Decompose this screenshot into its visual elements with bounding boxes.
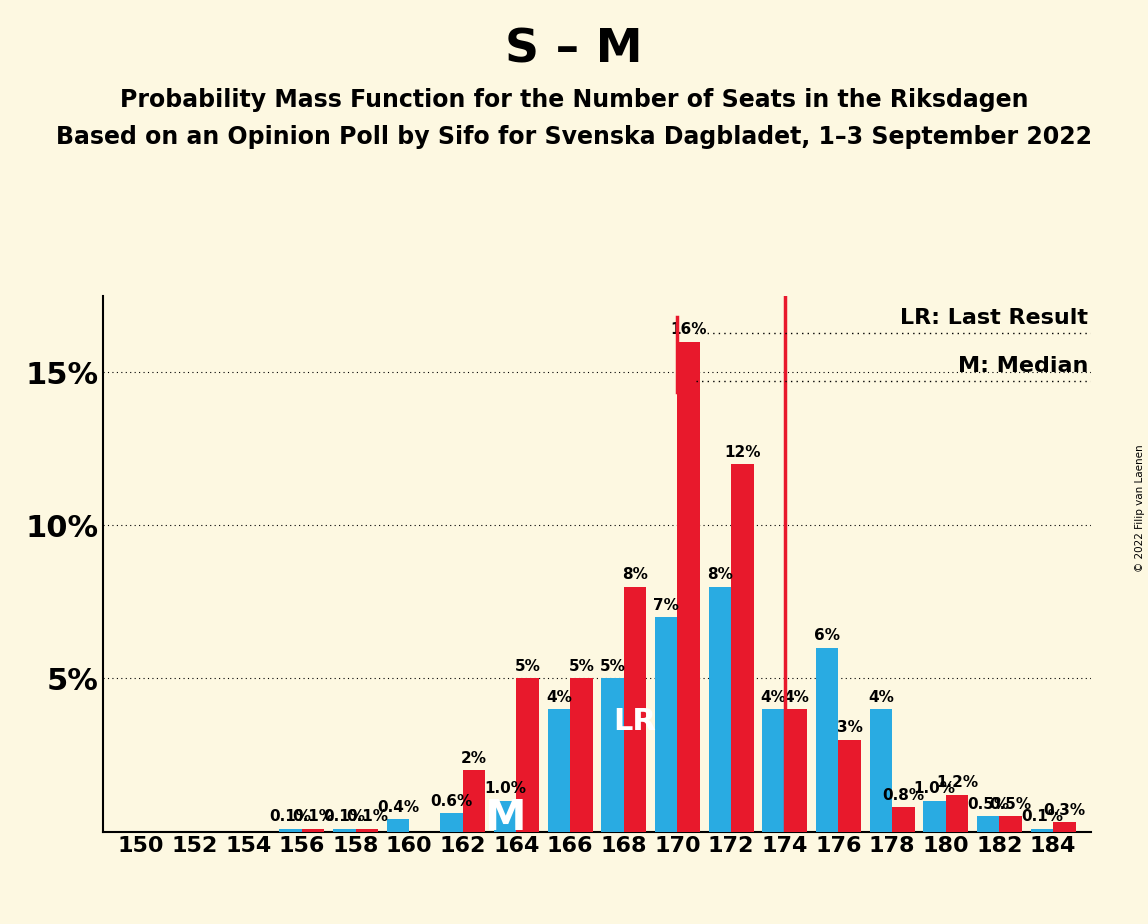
- Text: M: Median: M: Median: [957, 356, 1088, 376]
- Bar: [623, 587, 646, 832]
- Text: 4%: 4%: [868, 689, 894, 704]
- Bar: [387, 820, 409, 832]
- Bar: [946, 795, 968, 832]
- Text: 1.0%: 1.0%: [484, 782, 526, 796]
- Bar: [923, 801, 946, 832]
- Text: Probability Mass Function for the Number of Seats in the Riksdagen: Probability Mass Function for the Number…: [119, 88, 1029, 112]
- Text: 1.2%: 1.2%: [936, 775, 978, 790]
- Bar: [441, 813, 463, 832]
- Bar: [731, 464, 753, 832]
- Text: 7%: 7%: [653, 598, 680, 613]
- Text: 0.1%: 0.1%: [270, 808, 311, 824]
- Text: 0.8%: 0.8%: [883, 787, 924, 803]
- Text: 0.4%: 0.4%: [377, 800, 419, 815]
- Text: 12%: 12%: [724, 444, 761, 459]
- Bar: [302, 829, 325, 832]
- Bar: [708, 587, 731, 832]
- Text: 8%: 8%: [707, 567, 732, 582]
- Bar: [333, 829, 356, 832]
- Text: 5%: 5%: [514, 659, 541, 674]
- Text: 3%: 3%: [837, 720, 862, 736]
- Bar: [785, 709, 807, 832]
- Text: S – M: S – M: [505, 28, 643, 73]
- Text: 4%: 4%: [761, 689, 786, 704]
- Bar: [602, 678, 623, 832]
- Bar: [816, 648, 838, 832]
- Bar: [494, 801, 517, 832]
- Text: Based on an Opinion Poll by Sifo for Svenska Dagbladet, 1–3 September 2022: Based on an Opinion Poll by Sifo for Sve…: [56, 125, 1092, 149]
- Bar: [356, 829, 378, 832]
- Text: 1.0%: 1.0%: [914, 782, 955, 796]
- Text: © 2022 Filip van Laenen: © 2022 Filip van Laenen: [1135, 444, 1145, 572]
- Text: 5%: 5%: [568, 659, 595, 674]
- Text: 0.1%: 0.1%: [1021, 808, 1063, 824]
- Bar: [571, 678, 592, 832]
- Bar: [463, 771, 486, 832]
- Bar: [517, 678, 540, 832]
- Text: 4%: 4%: [783, 689, 809, 704]
- Bar: [677, 342, 700, 832]
- Bar: [762, 709, 785, 832]
- Bar: [869, 709, 892, 832]
- Text: 16%: 16%: [670, 322, 707, 337]
- Text: M: M: [484, 796, 526, 839]
- Bar: [892, 807, 915, 832]
- Bar: [654, 617, 677, 832]
- Bar: [548, 709, 571, 832]
- Text: 0.5%: 0.5%: [967, 796, 1009, 811]
- Text: 8%: 8%: [622, 567, 647, 582]
- Bar: [1031, 829, 1053, 832]
- Text: 4%: 4%: [546, 689, 572, 704]
- Bar: [838, 740, 861, 832]
- Bar: [1000, 816, 1022, 832]
- Text: 0.1%: 0.1%: [346, 808, 388, 824]
- Text: LR: Last Result: LR: Last Result: [900, 308, 1088, 328]
- Text: 5%: 5%: [599, 659, 626, 674]
- Bar: [279, 829, 302, 832]
- Text: 0.6%: 0.6%: [430, 794, 473, 808]
- Text: 0.5%: 0.5%: [990, 796, 1032, 811]
- Bar: [977, 816, 1000, 832]
- Text: 0.1%: 0.1%: [292, 808, 334, 824]
- Text: 6%: 6%: [814, 628, 840, 643]
- Text: LR: LR: [614, 707, 657, 736]
- Text: 2%: 2%: [461, 751, 487, 766]
- Bar: [1053, 822, 1076, 832]
- Text: 0.1%: 0.1%: [324, 808, 365, 824]
- Text: 0.3%: 0.3%: [1044, 803, 1085, 818]
